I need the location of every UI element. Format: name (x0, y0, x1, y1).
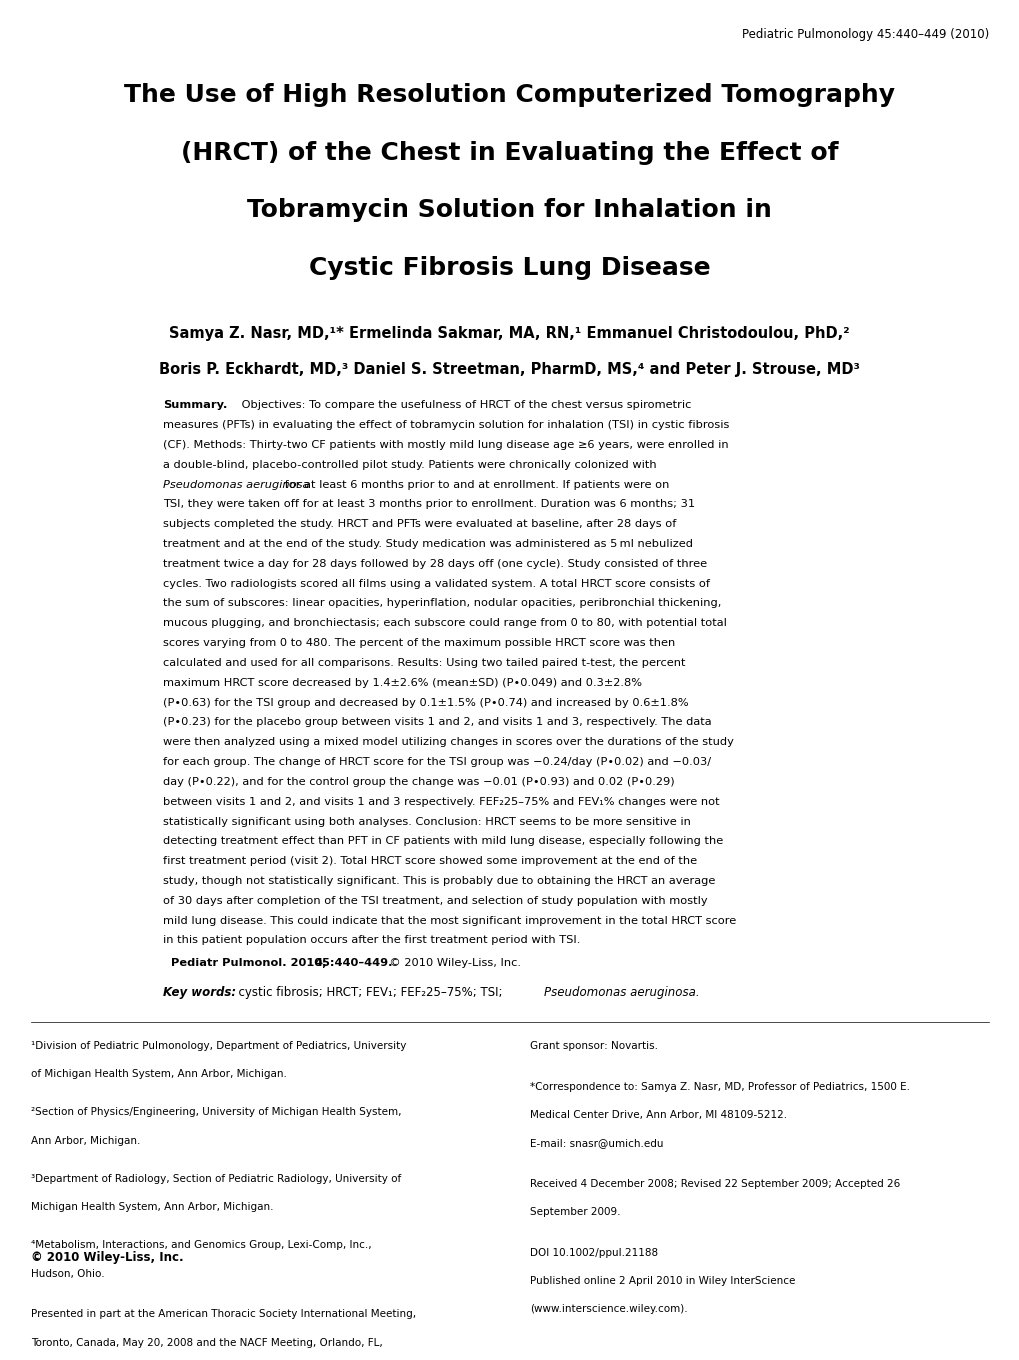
Text: (HRCT) of the Chest in Evaluating the Effect of: (HRCT) of the Chest in Evaluating the Ef… (180, 140, 838, 165)
Text: Ann Arbor, Michigan.: Ann Arbor, Michigan. (31, 1136, 140, 1145)
Text: DOI 10.1002/ppul.21188: DOI 10.1002/ppul.21188 (530, 1248, 657, 1258)
Text: Pseudomonas aeruginosa: Pseudomonas aeruginosa (163, 480, 310, 490)
Text: Published online 2 April 2010 in Wiley InterScience: Published online 2 April 2010 in Wiley I… (530, 1276, 795, 1287)
Text: of Michigan Health System, Ann Arbor, Michigan.: of Michigan Health System, Ann Arbor, Mi… (31, 1069, 286, 1078)
Text: Pediatr Pulmonol. 2010;: Pediatr Pulmonol. 2010; (163, 957, 326, 968)
Text: (P•0.63) for the TSI group and decreased by 0.1±1.5% (P•0.74) and increased by 0: (P•0.63) for the TSI group and decreased… (163, 698, 688, 707)
Text: E-mail: snasr@umich.edu: E-mail: snasr@umich.edu (530, 1138, 663, 1148)
Text: ²Section of Physics/Engineering, University of Michigan Health System,: ²Section of Physics/Engineering, Univers… (31, 1107, 400, 1118)
Text: for each group. The change of HRCT score for the TSI group was −0.24/day (P•0.02: for each group. The change of HRCT score… (163, 758, 710, 767)
Text: Michigan Health System, Ann Arbor, Michigan.: Michigan Health System, Ann Arbor, Michi… (31, 1202, 273, 1212)
Text: (P•0.23) for the placebo group between visits 1 and 2, and visits 1 and 3, respe: (P•0.23) for the placebo group between v… (163, 718, 711, 728)
Text: Received 4 December 2008; Revised 22 September 2009; Accepted 26: Received 4 December 2008; Revised 22 Sep… (530, 1179, 900, 1189)
Text: Tobramycin Solution for Inhalation in: Tobramycin Solution for Inhalation in (247, 199, 771, 222)
Text: statistically significant using both analyses. Conclusion: HRCT seems to be more: statistically significant using both ana… (163, 816, 690, 827)
Text: mild lung disease. This could indicate that the most significant improvement in : mild lung disease. This could indicate t… (163, 915, 736, 926)
Text: TSI, they were taken off for at least 3 months prior to enrollment. Duration was: TSI, they were taken off for at least 3 … (163, 499, 695, 510)
Text: The Use of High Resolution Computerized Tomography: The Use of High Resolution Computerized … (124, 83, 895, 107)
Text: subjects completed the study. HRCT and PFTs were evaluated at baseline, after 28: subjects completed the study. HRCT and P… (163, 520, 676, 529)
Text: Samya Z. Nasr, MD,¹* Ermelinda Sakmar, MA, RN,¹ Emmanuel Christodoulou, PhD,²: Samya Z. Nasr, MD,¹* Ermelinda Sakmar, M… (169, 326, 849, 341)
Text: Toronto, Canada, May 20, 2008 and the NACF Meeting, Orlando, FL,: Toronto, Canada, May 20, 2008 and the NA… (31, 1338, 382, 1348)
Text: Cystic Fibrosis Lung Disease: Cystic Fibrosis Lung Disease (309, 256, 710, 280)
Text: mucous plugging, and bronchiectasis; each subscore could range from 0 to 80, wit: mucous plugging, and bronchiectasis; eac… (163, 619, 727, 628)
Text: © 2010 Wiley-Liss, Inc.: © 2010 Wiley-Liss, Inc. (382, 957, 521, 968)
Text: day (P•0.22), and for the control group the change was −0.01 (P•0.93) and 0.02 (: day (P•0.22), and for the control group … (163, 777, 675, 787)
Text: *Correspondence to: Samya Z. Nasr, MD, Professor of Pediatrics, 1500 E.: *Correspondence to: Samya Z. Nasr, MD, P… (530, 1081, 909, 1092)
Text: Grant sponsor: Novartis.: Grant sponsor: Novartis. (530, 1040, 657, 1051)
Text: Medical Center Drive, Ann Arbor, MI 48109-5212.: Medical Center Drive, Ann Arbor, MI 4810… (530, 1110, 787, 1121)
Text: Summary.: Summary. (163, 400, 227, 411)
Text: ³Department of Radiology, Section of Pediatric Radiology, University of: ³Department of Radiology, Section of Ped… (31, 1174, 400, 1185)
Text: Boris P. Eckhardt, MD,³ Daniel S. Streetman, PharmD, MS,⁴ and Peter J. Strouse, : Boris P. Eckhardt, MD,³ Daniel S. Street… (159, 362, 859, 377)
Text: Presented in part at the American Thoracic Society International Meeting,: Presented in part at the American Thorac… (31, 1310, 416, 1319)
Text: maximum HRCT score decreased by 1.4±2.6% (mean±SD) (P•0.049) and 0.3±2.8%: maximum HRCT score decreased by 1.4±2.6%… (163, 677, 642, 688)
Text: treatment and at the end of the study. Study medication was administered as 5 ml: treatment and at the end of the study. S… (163, 539, 693, 549)
Text: in this patient population occurs after the first treatment period with TSI.: in this patient population occurs after … (163, 936, 580, 945)
Text: (www.interscience.wiley.com).: (www.interscience.wiley.com). (530, 1304, 687, 1314)
Text: were then analyzed using a mixed model utilizing changes in scores over the dura: were then analyzed using a mixed model u… (163, 737, 734, 747)
Text: measures (PFTs) in evaluating the effect of tobramycin solution for inhalation (: measures (PFTs) in evaluating the effect… (163, 420, 729, 430)
Text: scores varying from 0 to 480. The percent of the maximum possible HRCT score was: scores varying from 0 to 480. The percen… (163, 638, 675, 649)
Text: Key words:: Key words: (163, 986, 236, 1000)
Text: between visits 1 and 2, and visits 1 and 3 respectively. FEF₂25–75% and FEV₁% ch: between visits 1 and 2, and visits 1 and… (163, 797, 719, 806)
Text: for at least 6 months prior to and at enrollment. If patients were on: for at least 6 months prior to and at en… (281, 480, 669, 490)
Text: (CF). Methods: Thirty-two CF patients with mostly mild lung disease age ≥6 years: (CF). Methods: Thirty-two CF patients wi… (163, 439, 728, 450)
Text: September 2009.: September 2009. (530, 1208, 620, 1217)
Text: ⁴Metabolism, Interactions, and Genomics Group, Lexi-Comp, Inc.,: ⁴Metabolism, Interactions, and Genomics … (31, 1240, 371, 1250)
Text: Pediatric Pulmonology 45:440–449 (2010): Pediatric Pulmonology 45:440–449 (2010) (741, 29, 987, 41)
Text: ¹Division of Pediatric Pulmonology, Department of Pediatrics, University: ¹Division of Pediatric Pulmonology, Depa… (31, 1040, 406, 1051)
Text: cystic fibrosis; HRCT; FEV₁; FEF₂25–75%; TSI;: cystic fibrosis; HRCT; FEV₁; FEF₂25–75%;… (231, 986, 506, 1000)
Text: treatment twice a day for 28 days followed by 28 days off (one cycle). Study con: treatment twice a day for 28 days follow… (163, 559, 706, 568)
Text: Objectives: To compare the usefulness of HRCT of the chest versus spirometric: Objectives: To compare the usefulness of… (237, 400, 690, 411)
Text: 45:440–449.: 45:440–449. (314, 957, 392, 968)
Text: calculated and used for all comparisons. Results: Using two tailed paired t-test: calculated and used for all comparisons.… (163, 658, 685, 668)
Text: detecting treatment effect than PFT in CF patients with mild lung disease, espec: detecting treatment effect than PFT in C… (163, 836, 722, 846)
Text: first treatment period (visit 2). Total HRCT score showed some improvement at th: first treatment period (visit 2). Total … (163, 857, 697, 866)
Text: a double-blind, placebo-controlled pilot study. Patients were chronically coloni: a double-blind, placebo-controlled pilot… (163, 460, 656, 469)
Text: Hudson, Ohio.: Hudson, Ohio. (31, 1269, 104, 1278)
Text: © 2010 Wiley-Liss, Inc.: © 2010 Wiley-Liss, Inc. (31, 1251, 183, 1263)
Text: Pseudomonas aeruginosa.: Pseudomonas aeruginosa. (544, 986, 699, 1000)
Text: cycles. Two radiologists scored all films using a validated system. A total HRCT: cycles. Two radiologists scored all film… (163, 578, 709, 589)
Text: study, though not statistically significant. This is probably due to obtaining t: study, though not statistically signific… (163, 876, 714, 885)
Text: the sum of subscores: linear opacities, hyperinflation, nodular opacities, perib: the sum of subscores: linear opacities, … (163, 598, 720, 608)
Text: of 30 days after completion of the TSI treatment, and selection of study populat: of 30 days after completion of the TSI t… (163, 896, 707, 906)
